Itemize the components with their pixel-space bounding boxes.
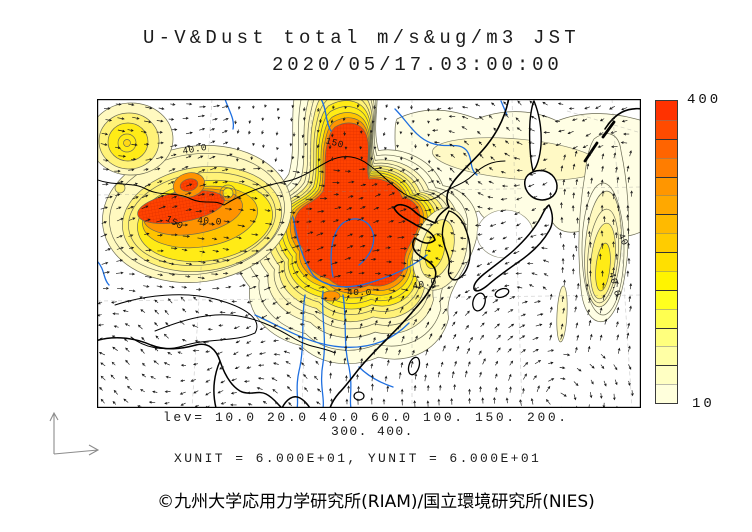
- coastline-okhotsk: [604, 107, 641, 130]
- horizontal-axis-arrow: [53, 444, 100, 456]
- dust-shading: [97, 99, 641, 365]
- colorbar-segment: [656, 214, 677, 234]
- colorbar-segment: [656, 270, 677, 290]
- colorbar-segment: [656, 346, 677, 366]
- border-mongolia: [223, 156, 438, 206]
- rivers: [97, 99, 508, 408]
- dust-map-panel: 40.0 150 40.0 150 40.0 40.0 40 40.0: [97, 99, 641, 408]
- colorbar-max-label: 400: [687, 92, 722, 108]
- contour-levels-line-1: lev= 10.0 20.0 40.0 60.0 100. 150. 200.: [163, 410, 569, 425]
- colorbar-segment: [656, 365, 677, 385]
- colorbar-segment: [656, 119, 677, 139]
- colorbar-tick: [656, 138, 677, 140]
- colorbar-min-label: 10: [692, 396, 715, 412]
- colorbar-segment: [656, 195, 677, 215]
- border-northwest: [97, 179, 225, 206]
- islands: [353, 100, 558, 401]
- units-label: XUNIT = 6.000E+01, YUNIT = 6.000E+01: [174, 451, 542, 466]
- colorbar-segment: [656, 101, 677, 120]
- island-honshu: [473, 204, 554, 292]
- coastlines: [97, 99, 641, 408]
- contour-levels-line-2: 300. 400.: [331, 424, 414, 439]
- axis-indicator: [49, 411, 100, 456]
- coastline-mainland: [329, 99, 510, 408]
- colorbar-segment: [656, 308, 677, 328]
- colorbar-tick: [656, 289, 677, 291]
- plot-timestamp: 2020/05/17.03:00:00: [272, 54, 563, 76]
- colorbar-segment: [656, 252, 677, 271]
- border-tibet: [114, 294, 258, 350]
- island-hainan: [353, 391, 365, 401]
- colorbar-segment: [656, 138, 677, 158]
- colorbar-segment: [656, 233, 677, 252]
- colorbar-segment: [656, 384, 677, 403]
- border-ne-china: [436, 160, 506, 198]
- island-shikoku: [494, 287, 510, 299]
- colorbar-tick: [656, 214, 677, 216]
- colorbar-tick: [656, 252, 677, 253]
- border-himalaya: [154, 314, 336, 354]
- wind-arrows: [97, 100, 634, 408]
- contour-label: 40.0: [411, 276, 438, 292]
- colorbar: [655, 100, 678, 404]
- coastline-india: [97, 337, 311, 408]
- contour-label: 40.0: [197, 215, 223, 228]
- credit-footer: ©九州大学応用力学研究所(RIAM)/国立環境研究所(NIES): [157, 492, 595, 512]
- plot-title: U-V&Dust total m/s&ug/m3 JST: [143, 27, 580, 49]
- island-taiwan: [407, 356, 421, 376]
- colorbar-tick: [656, 365, 677, 367]
- colorbar-segment: [656, 327, 677, 347]
- colorbar-segment: [656, 157, 677, 177]
- contour-label: 40: [615, 232, 630, 248]
- colorbar-tick: [656, 327, 677, 329]
- coastline-korea: [441, 210, 471, 281]
- island-hokkaido: [524, 169, 558, 201]
- colorbar-tick: [656, 176, 677, 178]
- island-sakhalin: [528, 100, 542, 172]
- colorbar-segment: [656, 289, 677, 309]
- map-border: [97, 99, 641, 408]
- vertical-axis-arrow: [49, 411, 59, 454]
- contour-label: 40.0: [347, 287, 372, 298]
- island-kyushu: [472, 292, 486, 312]
- colorbar-segment: [656, 176, 677, 196]
